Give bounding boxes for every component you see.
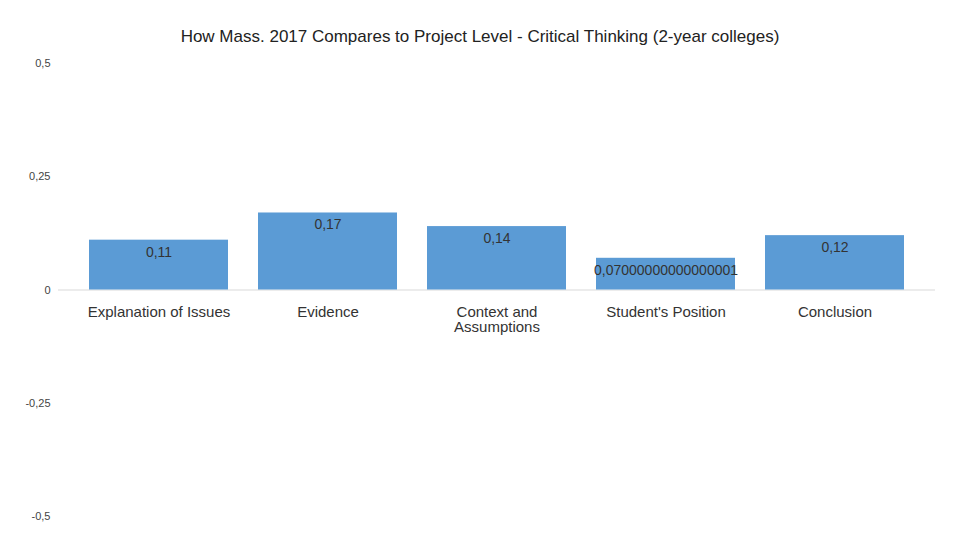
svg-text:0,12: 0,12 [821,239,848,255]
svg-text:-0,25: -0,25 [25,397,50,409]
svg-text:0,25: 0,25 [29,170,50,182]
svg-text:0,11: 0,11 [146,244,172,260]
svg-text:0: 0 [44,284,50,296]
svg-text:0,14: 0,14 [483,230,510,246]
svg-text:-0,5: -0,5 [32,510,51,522]
svg-text:Explanation of Issues: Explanation of Issues [88,303,231,320]
svg-text:Conclusion: Conclusion [798,303,872,320]
svg-text:Context andAssumptions: Context andAssumptions [454,303,540,335]
html-text:How Mass. 2017 Compares to Pro: How Mass. 2017 Compares to Project Level… [180,27,780,46]
svg-text:0,17: 0,17 [314,216,341,232]
svg-text:Student's Position: Student's Position [606,303,726,320]
svg-text:0,07000000000000001: 0,07000000000000001 [594,262,738,278]
svg-text:0,5: 0,5 [35,57,50,69]
svg-text:Evidence: Evidence [297,303,359,320]
